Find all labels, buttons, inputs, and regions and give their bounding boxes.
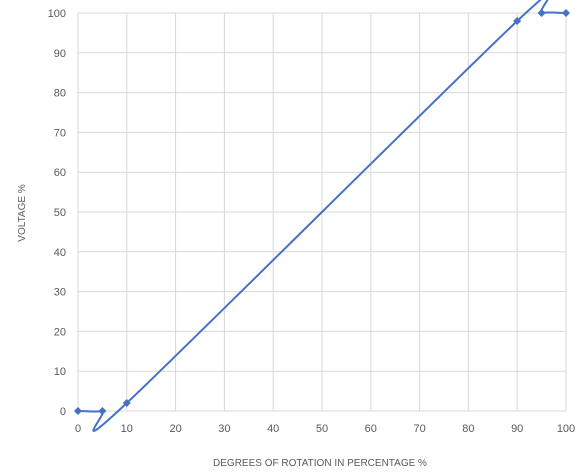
y-tick-label: 20 bbox=[54, 326, 66, 338]
y-axis-title: VOLTAGE % bbox=[17, 184, 28, 242]
gridlines bbox=[77, 12, 567, 412]
data-point-marker bbox=[98, 407, 107, 415]
series-group bbox=[74, 0, 570, 432]
data-point-marker bbox=[74, 407, 82, 415]
x-axis-title: DEGREES OF ROTATION IN PERCENTAGE % bbox=[213, 458, 427, 469]
x-tick-label: 40 bbox=[267, 423, 279, 435]
x-tick-label: 80 bbox=[462, 423, 474, 435]
x-tick-label: 20 bbox=[169, 423, 181, 435]
y-tick-label: 90 bbox=[54, 48, 66, 60]
x-tick-label: 100 bbox=[557, 423, 575, 435]
x-tick-label: 0 bbox=[75, 423, 81, 435]
x-tick-label: 90 bbox=[511, 423, 523, 435]
data-point-marker bbox=[513, 16, 522, 25]
data-point-marker bbox=[122, 399, 131, 408]
x-tick-label: 60 bbox=[365, 423, 377, 435]
x-tick-label: 10 bbox=[121, 423, 133, 435]
x-tick-label: 30 bbox=[218, 423, 230, 435]
data-point-marker bbox=[562, 9, 570, 17]
y-axis-tick-labels: 0 10 20 30 40 50 60 70 80 90 100 bbox=[48, 8, 66, 418]
y-tick-label: 40 bbox=[54, 247, 66, 259]
x-tick-label: 50 bbox=[316, 423, 328, 435]
y-tick-label: 10 bbox=[54, 366, 66, 378]
x-tick-label: 70 bbox=[413, 423, 425, 435]
y-tick-label: 0 bbox=[60, 406, 66, 418]
y-tick-label: 80 bbox=[54, 88, 66, 100]
x-axis-tick-labels: 0 10 20 30 40 50 60 70 80 90 100 bbox=[75, 423, 575, 435]
data-point-marker bbox=[537, 9, 546, 17]
y-tick-label: 30 bbox=[54, 287, 66, 299]
y-tick-label: 50 bbox=[54, 207, 66, 219]
y-tick-label: 70 bbox=[54, 127, 66, 139]
y-tick-label: 100 bbox=[48, 8, 66, 20]
y-tick-label: 60 bbox=[54, 167, 66, 179]
